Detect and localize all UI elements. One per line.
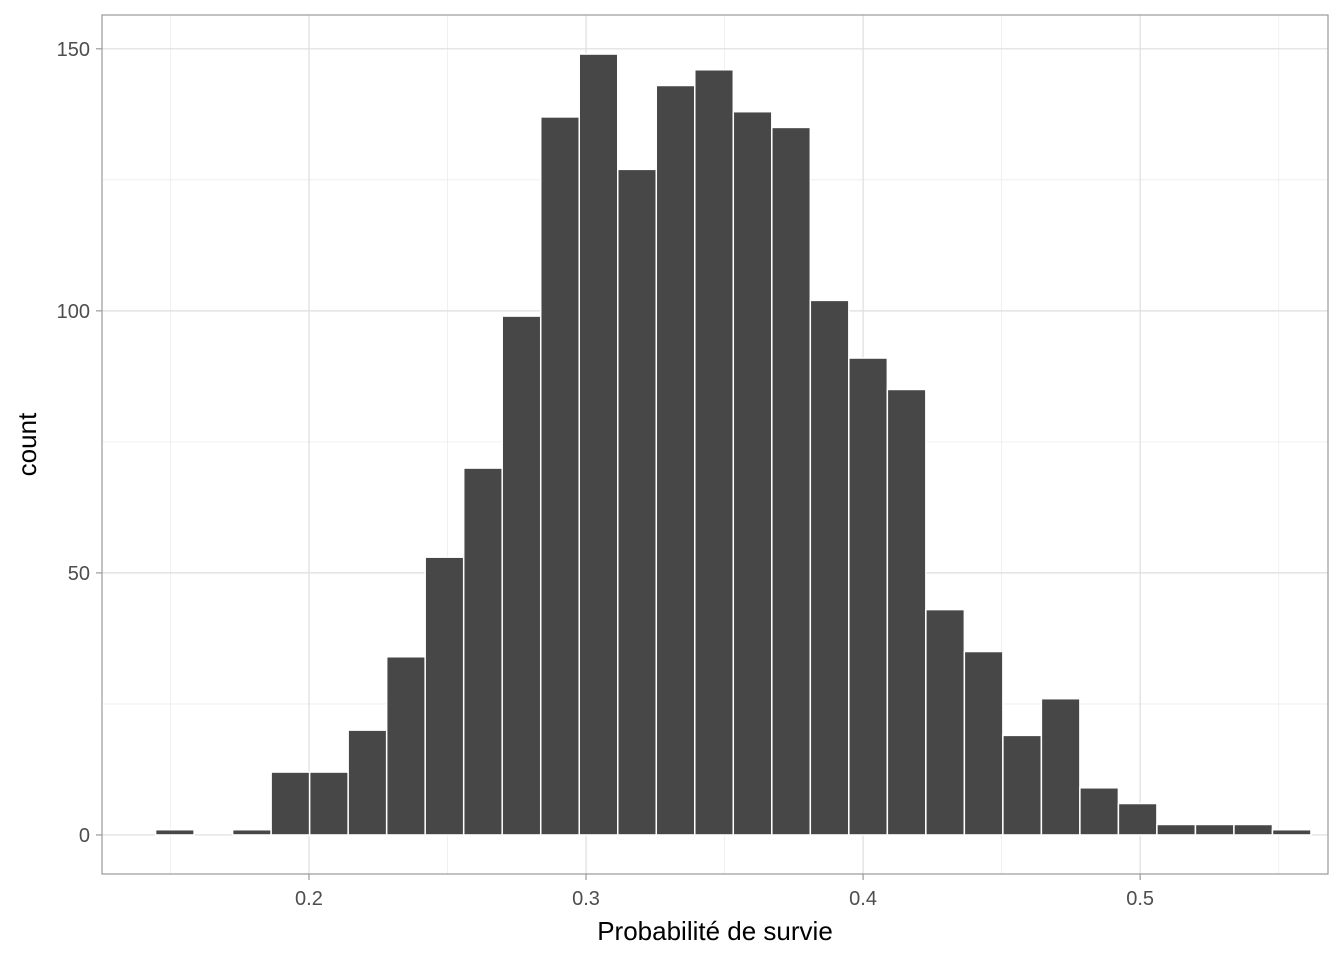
histogram-bar — [886, 388, 927, 836]
histogram-bars — [154, 53, 1312, 836]
x-tick-label: 0.2 — [295, 888, 323, 910]
histogram-bar — [694, 69, 735, 836]
y-axis-title: count — [12, 412, 42, 476]
histogram-bar — [771, 126, 812, 836]
histogram-bar — [1079, 787, 1120, 836]
y-tick-label: 150 — [57, 39, 90, 61]
histogram-bar — [270, 771, 311, 836]
histogram-bar — [1002, 734, 1043, 836]
histogram-bar — [848, 357, 889, 836]
axis-ticks: 0.2 0.3 0.4 0.5 0 50 100 150 — [57, 39, 1154, 910]
histogram-bar — [732, 110, 773, 836]
histogram-bar — [347, 729, 388, 836]
histogram-bar — [578, 53, 619, 836]
histogram-bar — [655, 84, 696, 836]
histogram-bar — [1117, 802, 1158, 836]
x-tick-label: 0.5 — [1126, 888, 1154, 910]
histogram-bar — [617, 168, 658, 836]
panel-border — [101, 14, 1329, 875]
histogram-bar — [809, 299, 850, 836]
histogram-bar — [925, 608, 966, 836]
histogram-bar — [1233, 823, 1274, 836]
histogram-bar — [308, 771, 349, 836]
histogram-bar — [154, 828, 195, 836]
x-axis-title: Probabilité de survie — [597, 916, 833, 946]
histogram-bar — [462, 467, 503, 836]
histogram-bar — [501, 315, 542, 836]
y-tick-label: 0 — [79, 825, 90, 847]
histogram-bar — [1040, 697, 1081, 836]
histogram-bar — [539, 116, 580, 836]
histogram-bar — [1194, 823, 1235, 836]
x-tick-label: 0.4 — [849, 888, 877, 910]
histogram-bar — [963, 650, 1004, 836]
y-tick-label: 100 — [57, 301, 90, 323]
histogram-bar — [1271, 828, 1312, 836]
histogram-bar — [424, 556, 465, 836]
y-tick-label: 50 — [68, 563, 90, 585]
histogram-bar — [231, 828, 272, 836]
histogram-bar — [1156, 823, 1197, 836]
histogram-bar — [385, 656, 426, 836]
x-tick-label: 0.3 — [572, 888, 600, 910]
